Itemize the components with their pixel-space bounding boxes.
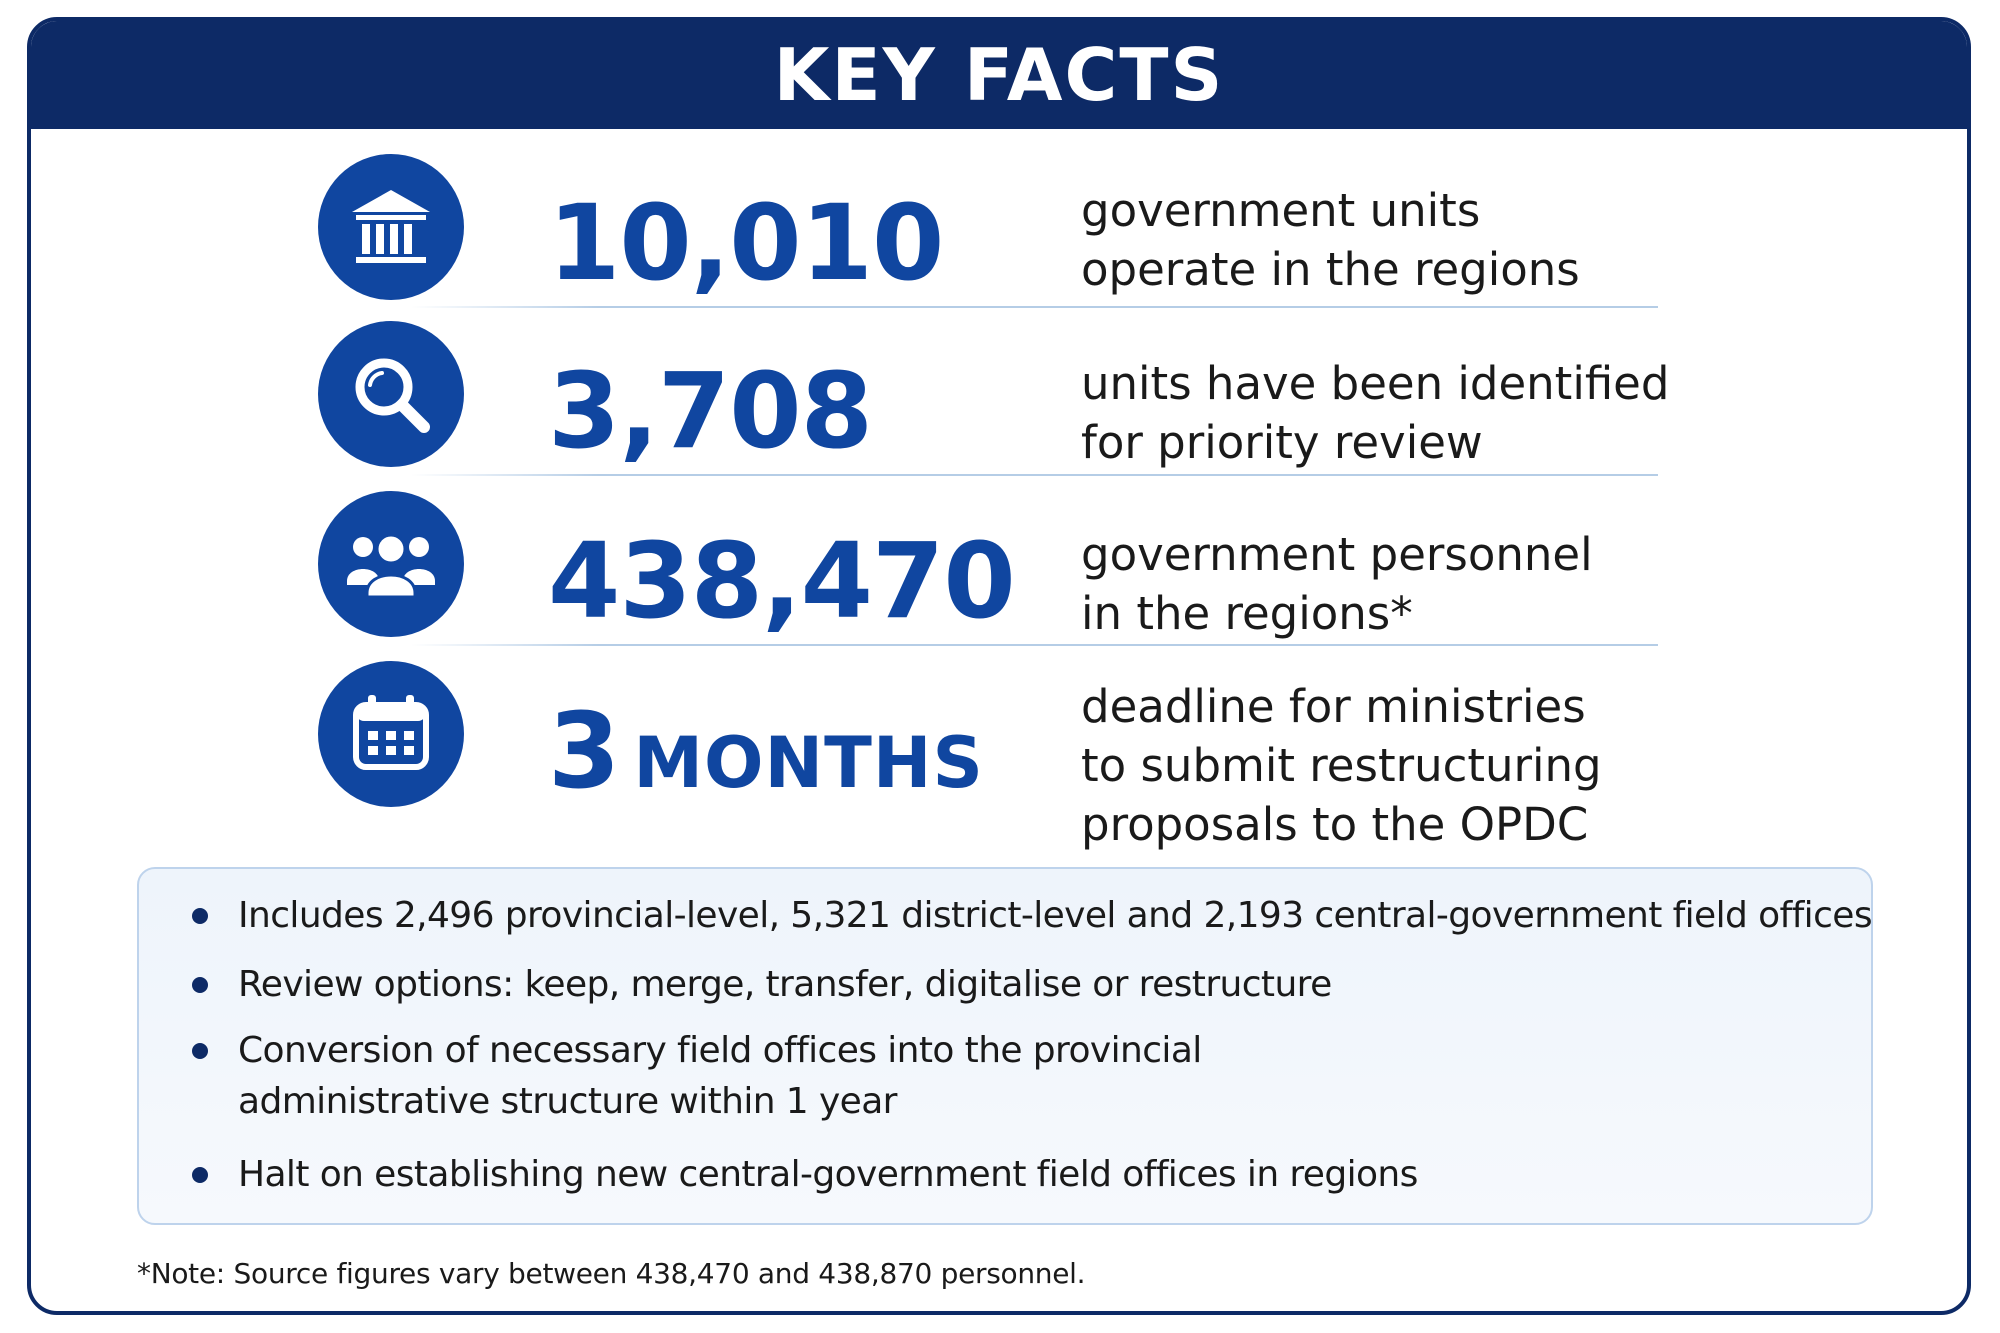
fact-description: deadline for ministries to submit restru… [1081,677,1602,854]
description-line: government personnel [1081,528,1593,581]
divider [411,306,1658,308]
divider [411,644,1658,646]
magnifying-glass-icon [318,321,464,467]
note-line: Halt on establishing new central-governm… [238,1154,1418,1195]
fact-number: 10,010 [548,182,944,304]
bullet-icon [192,908,208,924]
calendar-icon [318,661,464,807]
note-line: Includes 2,496 provincial-level, 5,321 d… [238,895,1873,936]
deadline-value: 3 MONTHS [548,699,984,803]
note-line: Review options: keep, merge, transfer, d… [238,964,1332,1005]
people-group-icon [318,491,464,637]
bullet-icon [192,1167,208,1183]
bullet-icon [192,977,208,993]
notes-box: Includes 2,496 provincial-level, 5,321 d… [137,867,1873,1225]
divider [411,474,1658,476]
fact-description: government units operate in the regions [1081,181,1580,299]
description-line: units have been identified [1081,357,1670,410]
fact-number: 3 [548,690,620,812]
fact-unit: MONTHS [633,722,984,804]
note-line: Conversion of necessary field offices in… [238,1030,1202,1071]
description-line: to submit restructuring [1081,739,1602,792]
fact-description: units have been identified for priority … [1081,354,1669,472]
description-line: deadline for ministries [1081,680,1586,733]
priority-review-count: 3,708 [548,359,873,463]
list-item-text: Includes 2,496 provincial-level, 5,321 d… [238,890,1873,941]
government-building-icon [318,154,464,300]
fact-number: 3,708 [548,350,873,472]
list-item-text: Review options: keep, merge, transfer, d… [238,959,1332,1010]
description-line: for priority review [1081,416,1483,469]
key-facts-card: KEY FACTS 10,010 government units operat… [27,17,1971,1315]
description-line: government units [1081,184,1481,237]
footnote: *Note: Source figures vary between 438,4… [137,1257,1086,1290]
fact-number: 438,470 [548,520,1016,642]
description-line: in the regions* [1081,587,1413,640]
description-line: proposals to the OPDC [1081,798,1589,851]
list-item-text: Halt on establishing new central-governm… [238,1149,1418,1200]
personnel-count: 438,470 [548,529,1016,633]
list-item-text: Conversion of necessary field offices in… [238,1025,1202,1127]
fact-description: government personnel in the regions* [1081,525,1593,643]
description-line: operate in the regions [1081,243,1580,296]
page-title: KEY FACTS [31,21,1967,129]
note-line: administrative structure within 1 year [238,1081,897,1122]
bullet-icon [192,1043,208,1059]
units-count: 10,010 [548,191,944,295]
